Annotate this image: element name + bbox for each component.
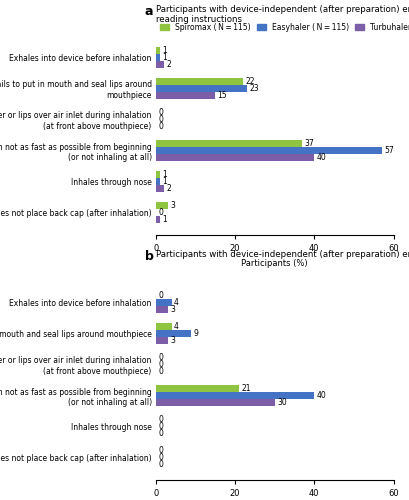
Text: 1: 1 [162,53,166,62]
Bar [155,216,160,223]
Text: 0: 0 [158,429,163,438]
Text: 3: 3 [170,336,175,344]
Bar [155,323,171,330]
Text: 15: 15 [217,90,227,100]
Text: 22: 22 [245,77,254,86]
Text: 0: 0 [158,367,163,376]
Bar [155,185,163,192]
Text: 9: 9 [193,329,198,338]
Bar [155,306,167,312]
Text: 0: 0 [158,108,163,117]
Text: a: a [144,5,153,18]
Text: 4: 4 [173,298,178,307]
Text: 40: 40 [316,391,326,400]
Bar [155,78,243,85]
Bar [155,147,381,154]
Text: 2: 2 [166,184,171,193]
Text: 57: 57 [383,146,393,155]
Text: 30: 30 [276,398,286,407]
Bar [155,330,191,337]
Text: Participants with device-independent (after preparation) errors after reading in: Participants with device-independent (af… [155,250,409,259]
Bar [155,154,314,161]
Text: 0: 0 [158,208,163,217]
Bar [155,172,160,178]
Text: 4: 4 [173,322,178,331]
Text: 1: 1 [162,46,166,55]
Text: 0: 0 [158,416,163,424]
X-axis label: Participants (%): Participants (%) [241,258,307,268]
Bar [155,140,302,147]
Text: 23: 23 [249,84,258,93]
Text: 0: 0 [158,122,163,131]
Text: 0: 0 [158,115,163,124]
Bar [155,299,171,306]
Text: 37: 37 [304,139,314,148]
Text: 0: 0 [158,446,163,456]
Text: 0: 0 [158,453,163,462]
Text: 0: 0 [158,460,163,469]
Text: Participants with device-independent (after preparation) errors before
reading i: Participants with device-independent (af… [155,5,409,24]
Bar [155,202,167,209]
Text: 1: 1 [162,215,166,224]
Text: 1: 1 [162,177,166,186]
Bar [155,61,163,68]
Legend: Spiromax ( N = 115), Easyhaler ( N = 115), Turbuhaler ( N = 115): Spiromax ( N = 115), Easyhaler ( N = 115… [159,23,409,32]
Bar [155,178,160,185]
Text: 3: 3 [170,304,175,314]
Text: 0: 0 [158,353,163,362]
Bar [155,85,246,92]
Bar [155,386,238,392]
Bar [155,54,160,61]
Text: 1: 1 [162,170,166,179]
Bar [155,399,274,406]
Text: 3: 3 [170,202,175,210]
Text: 40: 40 [316,153,326,162]
Bar [155,337,167,344]
Text: 2: 2 [166,60,171,68]
Text: 0: 0 [158,360,163,369]
Bar [155,392,314,399]
Bar [155,92,215,98]
Text: 0: 0 [158,422,163,431]
Text: b: b [144,250,153,263]
Bar [155,47,160,54]
Text: 21: 21 [241,384,250,393]
Text: 0: 0 [158,291,163,300]
